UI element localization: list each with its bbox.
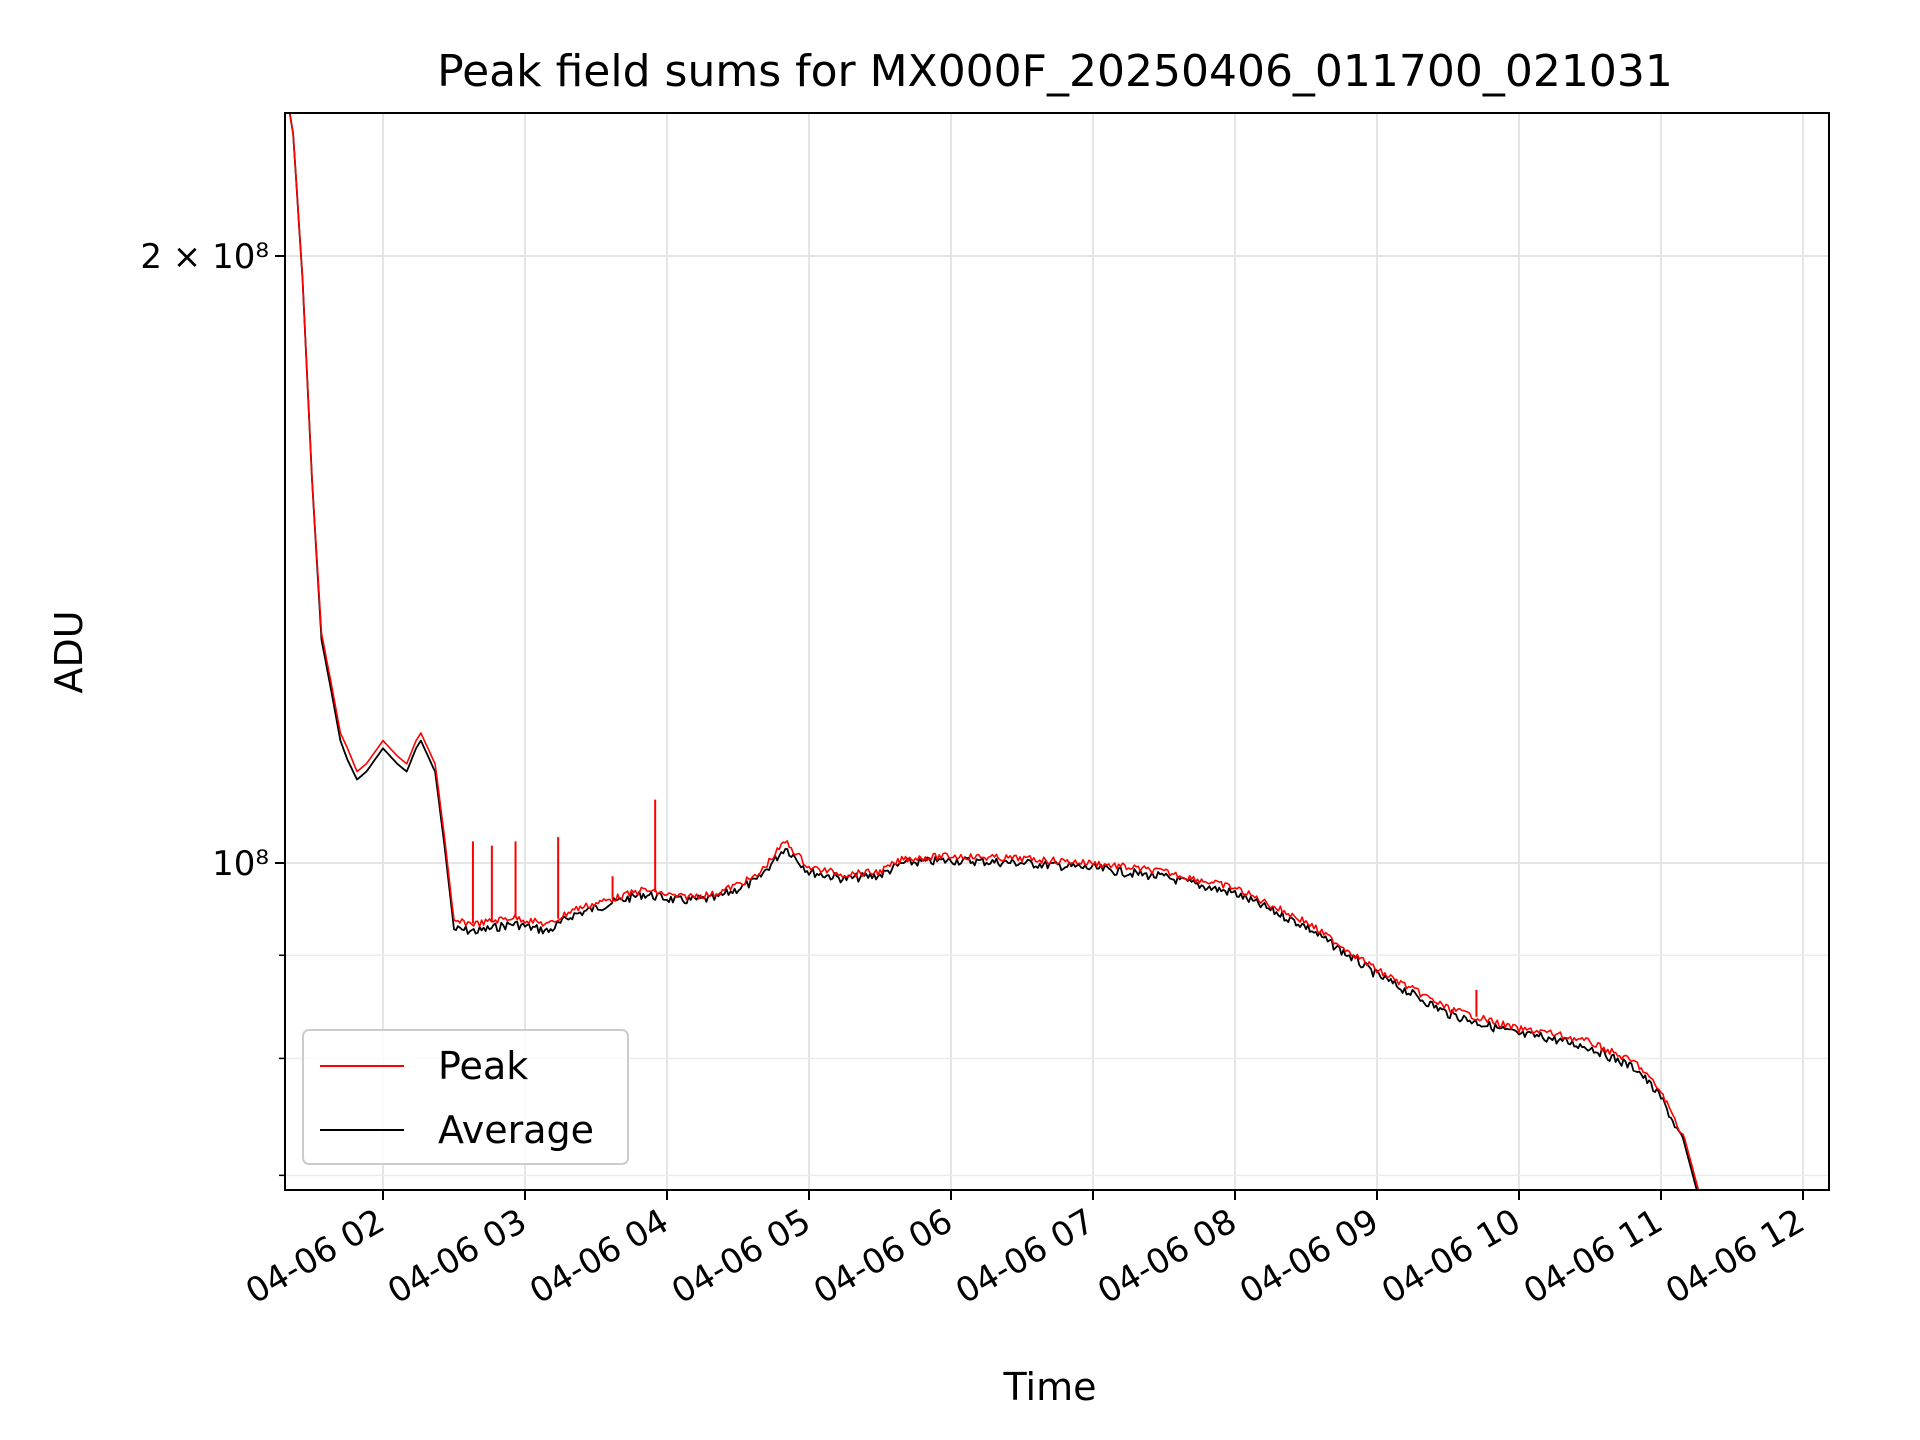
legend-label-average: Average xyxy=(438,1108,594,1152)
series-line-average xyxy=(288,113,1698,1190)
y-axis: 10⁸ 2 × 10⁸ xyxy=(140,237,285,1177)
plot-frame xyxy=(284,112,1830,1191)
grid xyxy=(285,113,1829,1190)
series-line-peak xyxy=(288,113,1700,1190)
chart-title: Peak field sums for MX000F_20250406_0117… xyxy=(437,46,1673,97)
y-tick-label: 2 × 10⁸ xyxy=(140,237,269,277)
y-axis-label: ADU xyxy=(47,610,91,693)
y-tick-label: 10⁸ xyxy=(212,844,269,884)
legend-label-peak: Peak xyxy=(438,1044,528,1088)
legend: Peak Average xyxy=(302,1029,629,1165)
x-axis-label: Time xyxy=(1003,1365,1097,1409)
